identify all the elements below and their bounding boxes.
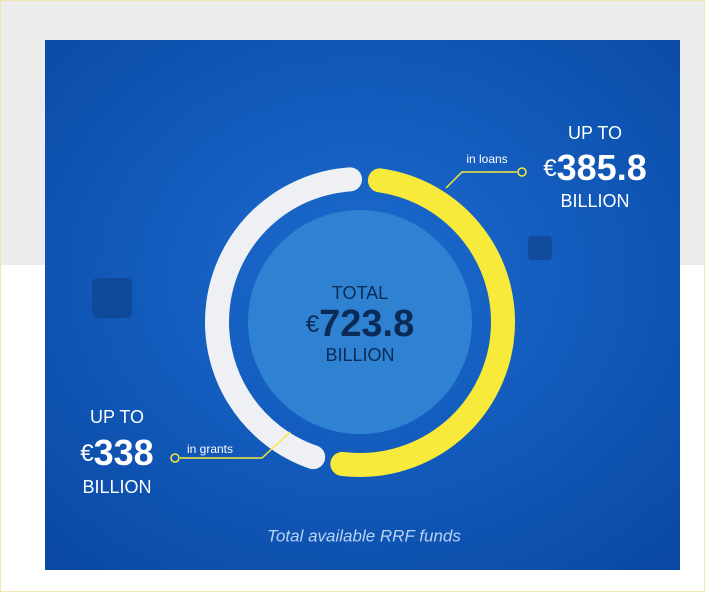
total-value: €723.8 (306, 303, 414, 345)
leader-dot (517, 167, 527, 177)
deco-square (92, 278, 132, 318)
value-prefix: UP TO (90, 407, 144, 427)
total-label: TOTAL (332, 283, 388, 303)
leader-dot (170, 453, 180, 463)
deco-square (528, 236, 552, 260)
total-unit: BILLION (325, 345, 394, 365)
value-label: €338 (80, 432, 153, 473)
donut-segment (205, 167, 363, 470)
caption: Total available RRF funds (267, 526, 461, 545)
value-prefix: UP TO (568, 123, 622, 143)
donut-segment (330, 168, 515, 477)
value-label: €385.8 (543, 147, 646, 188)
leader-line (445, 171, 517, 189)
value-unit: BILLION (82, 477, 151, 497)
leader-line (180, 431, 291, 459)
inner-circle (248, 210, 472, 434)
legend-label: in grants (187, 442, 233, 456)
legend-label: in loans (466, 152, 507, 166)
value-unit: BILLION (560, 191, 629, 211)
